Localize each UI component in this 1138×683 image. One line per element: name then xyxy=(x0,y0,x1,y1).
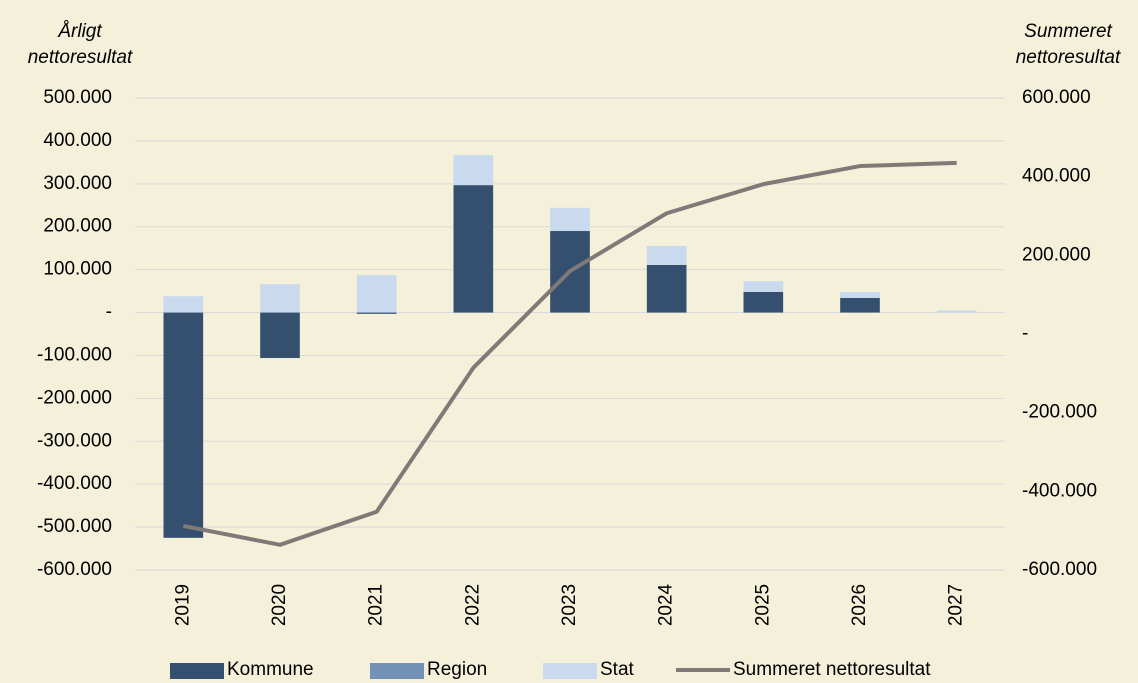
x-tick-label: 2020 xyxy=(269,584,290,626)
bar xyxy=(163,296,204,313)
y2-tick-label: -400.000 xyxy=(1022,480,1097,501)
bar xyxy=(550,207,590,232)
y2-tick-label: 200.000 xyxy=(1022,244,1091,265)
x-tick-label: 2023 xyxy=(559,584,580,626)
legend-label: Stat xyxy=(600,659,635,680)
x-tick-label: 2024 xyxy=(656,583,677,626)
bar xyxy=(356,312,397,314)
y-axis-title: Årligt xyxy=(57,21,102,42)
bar xyxy=(163,312,204,538)
y2-axis-title: nettoresultat xyxy=(1016,47,1121,68)
y2-axis-title: Summeret xyxy=(1024,21,1112,42)
x-tick-label: 2027 xyxy=(946,584,967,626)
legend-label: Kommune xyxy=(227,659,314,680)
x-tick-label: 2019 xyxy=(172,584,193,626)
y-tick-label: -500.000 xyxy=(37,516,112,537)
y-tick-label: 500.000 xyxy=(43,87,112,108)
y2-tick-label: -200.000 xyxy=(1022,402,1097,423)
y-tick-label: -200.000 xyxy=(37,387,112,408)
y-tick-label: - xyxy=(106,302,112,323)
bar xyxy=(453,155,494,186)
bar xyxy=(260,284,300,313)
legend-swatch xyxy=(170,663,224,679)
y2-tick-label: - xyxy=(1022,323,1028,344)
legend-label: Region xyxy=(427,659,487,680)
y-tick-label: -300.000 xyxy=(37,430,112,451)
legend-swatch xyxy=(543,663,597,679)
legend-label: Summeret nettoresultat xyxy=(733,659,931,680)
bar xyxy=(936,310,977,313)
y-tick-label: 200.000 xyxy=(43,216,112,237)
y2-tick-label: -600.000 xyxy=(1022,559,1097,580)
bar xyxy=(356,275,397,313)
bar xyxy=(260,312,300,359)
bar xyxy=(743,291,784,313)
y2-tick-label: 600.000 xyxy=(1022,87,1091,108)
bar xyxy=(646,264,687,313)
y-tick-label: 300.000 xyxy=(43,173,112,194)
bar xyxy=(840,297,880,313)
y-tick-label: -400.000 xyxy=(37,473,112,494)
y2-tick-label: 400.000 xyxy=(1022,166,1091,187)
bar xyxy=(743,281,784,292)
y-axis-title: nettoresultat xyxy=(28,47,133,68)
x-tick-label: 2022 xyxy=(462,584,483,626)
y-tick-label: 400.000 xyxy=(43,130,112,151)
y-tick-label: -100.000 xyxy=(37,344,112,365)
bar xyxy=(453,185,494,313)
line xyxy=(182,160,957,547)
x-tick-label: 2025 xyxy=(752,584,773,626)
bar xyxy=(840,291,880,298)
y-tick-label: 100.000 xyxy=(43,259,112,280)
x-tick-label: 2021 xyxy=(366,584,387,626)
x-tick-label: 2026 xyxy=(849,584,870,626)
bar xyxy=(646,246,687,265)
y-tick-label: -600.000 xyxy=(37,559,112,580)
legend-swatch xyxy=(370,663,424,679)
